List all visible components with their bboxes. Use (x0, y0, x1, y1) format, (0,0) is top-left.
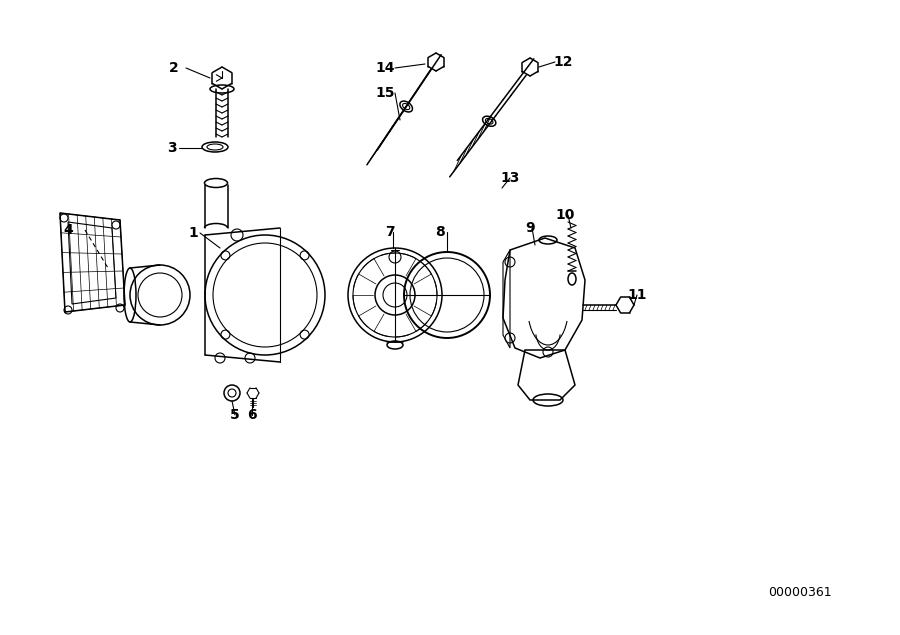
Text: 14: 14 (375, 61, 395, 75)
Text: 5: 5 (230, 408, 240, 422)
Text: 3: 3 (167, 141, 176, 155)
Text: 9: 9 (526, 221, 535, 235)
Text: 15: 15 (375, 86, 395, 100)
Text: 8: 8 (435, 225, 445, 239)
Text: 2: 2 (169, 61, 179, 75)
Text: 11: 11 (627, 288, 647, 302)
Text: 13: 13 (500, 171, 519, 185)
Text: 7: 7 (385, 225, 395, 239)
Text: 6: 6 (248, 408, 256, 422)
Text: 10: 10 (555, 208, 575, 222)
Text: 12: 12 (554, 55, 572, 69)
Text: 00000361: 00000361 (769, 585, 832, 599)
Text: 1: 1 (188, 226, 198, 240)
Text: 4: 4 (63, 223, 73, 237)
